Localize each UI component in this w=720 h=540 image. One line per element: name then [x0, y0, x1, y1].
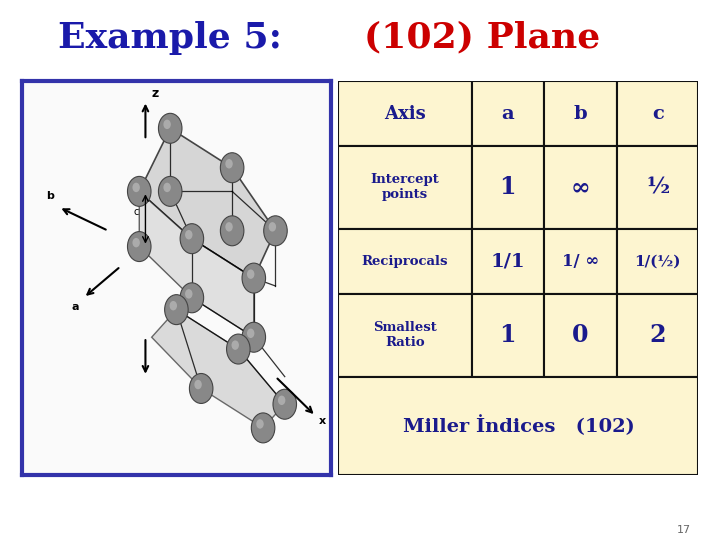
Circle shape [220, 216, 244, 246]
Circle shape [158, 177, 182, 206]
Text: 0: 0 [572, 323, 589, 347]
Bar [472, 146, 544, 229]
Circle shape [163, 120, 171, 129]
Text: b: b [46, 191, 54, 201]
Bar [618, 294, 698, 377]
Circle shape [165, 295, 188, 325]
Bar [618, 81, 698, 146]
Text: 1: 1 [500, 323, 516, 347]
Bar [338, 294, 472, 377]
Text: Smallest
Ratio: Smallest Ratio [373, 321, 437, 349]
Text: a: a [71, 302, 78, 312]
Text: z: z [152, 87, 159, 100]
Text: 1/ ∞: 1/ ∞ [562, 253, 599, 270]
Text: Reciprocals: Reciprocals [361, 255, 449, 268]
Circle shape [227, 334, 250, 364]
Bar [544, 294, 618, 377]
Circle shape [278, 396, 285, 405]
Bar [472, 229, 544, 294]
Circle shape [242, 322, 266, 352]
Text: b: b [574, 105, 588, 123]
Bar [544, 146, 618, 229]
Circle shape [158, 113, 182, 143]
Bar [338, 377, 698, 475]
Text: Axis: Axis [384, 105, 426, 123]
Text: 1/1: 1/1 [490, 252, 525, 271]
Circle shape [225, 222, 233, 232]
Polygon shape [139, 191, 253, 337]
Circle shape [247, 328, 254, 338]
Text: 1: 1 [500, 176, 516, 199]
Text: 2: 2 [649, 323, 666, 347]
Text: Intercept
points: Intercept points [371, 173, 439, 201]
Circle shape [273, 389, 297, 419]
Circle shape [185, 230, 192, 239]
Text: c: c [652, 105, 664, 123]
Circle shape [185, 289, 192, 299]
Circle shape [180, 224, 204, 254]
Circle shape [180, 283, 204, 313]
Text: 1/(½): 1/(½) [634, 254, 681, 268]
Bar [618, 146, 698, 229]
Text: 17: 17 [677, 524, 691, 535]
Bar [338, 229, 472, 294]
Circle shape [194, 380, 202, 389]
Bar [338, 81, 472, 146]
Circle shape [264, 216, 287, 246]
Circle shape [232, 340, 239, 350]
Circle shape [269, 222, 276, 232]
Text: Miller İndices   (102): Miller İndices (102) [402, 416, 634, 436]
Polygon shape [139, 129, 276, 278]
Text: x: x [319, 416, 326, 426]
Circle shape [127, 232, 151, 261]
Circle shape [225, 159, 233, 168]
Circle shape [251, 413, 275, 443]
Bar [544, 81, 618, 146]
Circle shape [127, 177, 151, 206]
Text: (102) Plane: (102) Plane [364, 21, 600, 55]
Circle shape [189, 374, 213, 403]
Text: c: c [133, 207, 138, 217]
Circle shape [170, 301, 177, 310]
Bar [544, 229, 618, 294]
Text: ∞: ∞ [571, 176, 590, 199]
Bar [338, 146, 472, 229]
Polygon shape [152, 309, 285, 428]
Circle shape [242, 263, 266, 293]
Text: a: a [501, 105, 514, 123]
Circle shape [247, 269, 254, 279]
Text: Example 5:: Example 5: [58, 21, 294, 55]
Bar [472, 81, 544, 146]
Bar [472, 294, 544, 377]
Circle shape [220, 153, 244, 183]
Text: ½: ½ [647, 177, 670, 198]
Circle shape [256, 419, 264, 429]
Circle shape [132, 238, 140, 247]
Bar [618, 229, 698, 294]
Circle shape [163, 183, 171, 192]
Circle shape [132, 183, 140, 192]
